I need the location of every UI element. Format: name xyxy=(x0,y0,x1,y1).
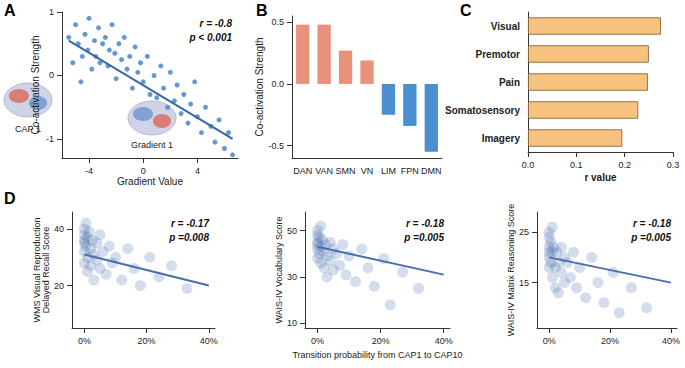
svg-text:50: 50 xyxy=(287,226,297,236)
svg-text:1: 1 xyxy=(49,7,54,17)
svg-text:30: 30 xyxy=(287,272,297,282)
svg-text:40%: 40% xyxy=(662,336,680,346)
svg-text:VN: VN xyxy=(361,166,374,176)
svg-text:4: 4 xyxy=(195,166,200,176)
svg-text:Premotor: Premotor xyxy=(476,49,521,60)
svg-text:0.2: 0.2 xyxy=(618,160,631,170)
svg-text:Co-activation Strength: Co-activation Strength xyxy=(30,36,41,135)
svg-text:15: 15 xyxy=(519,278,529,288)
svg-text:r = -0.18: r = -0.18 xyxy=(406,218,445,229)
svg-text:r = -0.17: r = -0.17 xyxy=(171,218,210,229)
svg-text:-1: -1 xyxy=(46,134,54,144)
svg-text:25: 25 xyxy=(519,227,529,237)
svg-text:Visual: Visual xyxy=(491,21,520,32)
svg-text:20%: 20% xyxy=(138,336,156,346)
svg-text:Transition probability from CA: Transition probability from CAP1 to CAP1… xyxy=(292,350,462,360)
svg-text:Gradient Value: Gradient Value xyxy=(117,176,183,187)
svg-text:-0.5: -0.5 xyxy=(268,141,284,151)
svg-text:0.3: 0.3 xyxy=(667,160,680,170)
svg-text:r value: r value xyxy=(584,172,617,183)
svg-text:C: C xyxy=(460,2,472,19)
svg-text:Somatosensory: Somatosensory xyxy=(445,105,520,116)
svg-text:VAN: VAN xyxy=(315,166,333,176)
svg-text:Co-activation Strength: Co-activation Strength xyxy=(254,38,265,137)
svg-text:p =0.008: p =0.008 xyxy=(168,232,209,243)
svg-text:0.5: 0.5 xyxy=(271,17,284,27)
svg-text:CAP 1: CAP 1 xyxy=(15,124,41,134)
svg-text:FPN: FPN xyxy=(401,166,419,176)
svg-text:A: A xyxy=(4,2,16,19)
svg-text:0: 0 xyxy=(49,70,54,80)
svg-text:D: D xyxy=(4,190,16,207)
svg-text:DMN: DMN xyxy=(421,166,442,176)
svg-text:20%: 20% xyxy=(601,336,619,346)
svg-text:r = -0.8: r = -0.8 xyxy=(199,18,232,29)
svg-text:p =0.005: p =0.005 xyxy=(403,232,444,243)
svg-text:20%: 20% xyxy=(372,336,390,346)
svg-text:-4: -4 xyxy=(85,166,93,176)
svg-text:20: 20 xyxy=(54,281,64,291)
svg-text:p < 0.001: p < 0.001 xyxy=(188,32,232,43)
svg-text:Imagery: Imagery xyxy=(482,133,521,144)
svg-text:0: 0 xyxy=(141,166,146,176)
svg-text:10: 10 xyxy=(287,318,297,328)
svg-text:B: B xyxy=(256,2,268,19)
svg-text:r = -0.18: r = -0.18 xyxy=(633,218,672,229)
svg-text:40%: 40% xyxy=(200,336,218,346)
svg-text:0%: 0% xyxy=(543,336,556,346)
svg-text:DAN: DAN xyxy=(293,166,312,176)
svg-text:0.1: 0.1 xyxy=(570,160,583,170)
svg-text:WMS Visual Reproduction: WMS Visual Reproduction xyxy=(31,217,42,323)
svg-text:Pain: Pain xyxy=(499,77,520,88)
svg-text:0.0: 0.0 xyxy=(271,79,284,89)
svg-text:0.0: 0.0 xyxy=(522,160,535,170)
svg-text:p =0.005: p =0.005 xyxy=(630,232,671,243)
svg-text:SMN: SMN xyxy=(336,166,356,176)
svg-text:Delayed Recall Score: Delayed Recall Score xyxy=(41,227,51,314)
svg-text:0%: 0% xyxy=(78,336,91,346)
svg-text:40: 40 xyxy=(54,224,64,234)
svg-text:Gradient 1: Gradient 1 xyxy=(131,140,173,150)
svg-text:0%: 0% xyxy=(311,336,324,346)
svg-text:WAIS-IV Vocabulary Score: WAIS-IV Vocabulary Score xyxy=(274,216,284,323)
svg-text:40%: 40% xyxy=(435,336,453,346)
svg-text:WAIS-IV Matrix Reasoning Score: WAIS-IV Matrix Reasoning Score xyxy=(506,204,516,337)
svg-text:LIM: LIM xyxy=(381,166,396,176)
